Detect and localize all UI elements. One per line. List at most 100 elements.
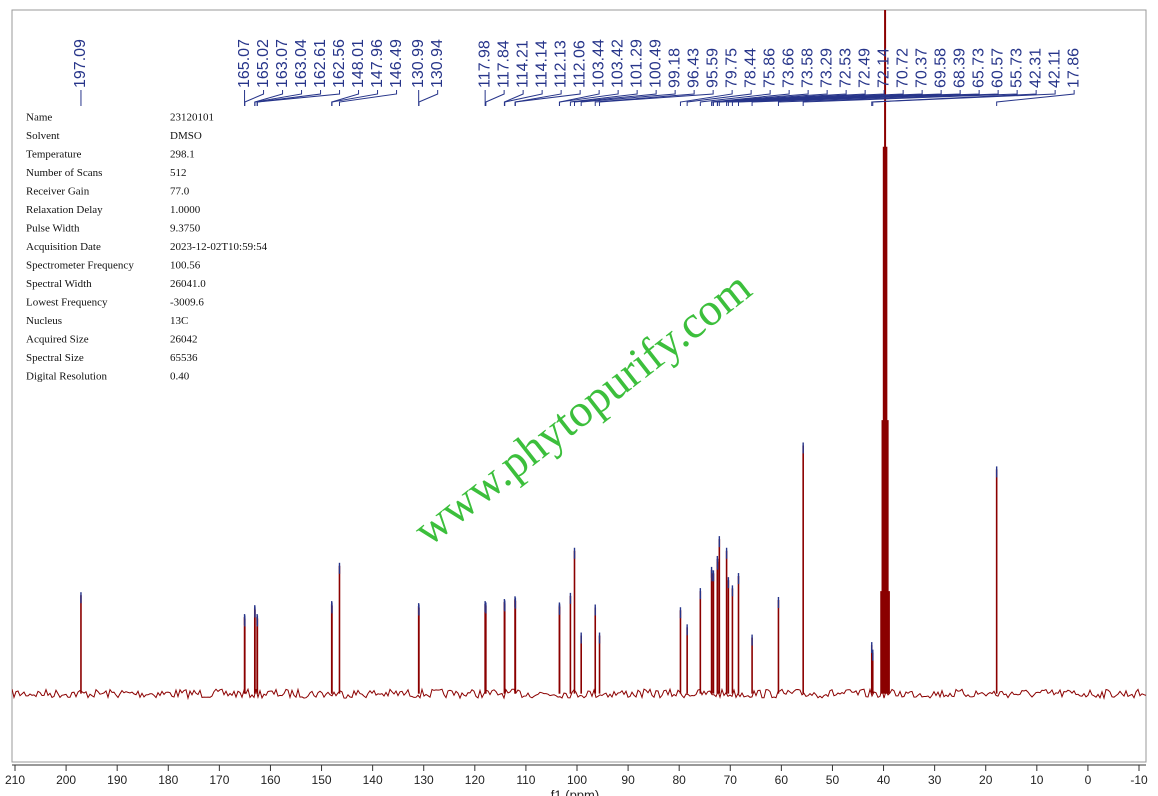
param-name: Nucleus (26, 315, 62, 327)
peak-label: 72.14 (875, 48, 892, 88)
peak-label: 78.44 (742, 48, 759, 88)
label-connector (338, 90, 398, 106)
param-name: Receiver Gain (26, 186, 90, 198)
peak-label: 100.49 (647, 39, 664, 88)
param-value: 2023-12-02T10:59:54 (170, 241, 268, 253)
peak-label: 117.98 (476, 40, 493, 88)
param-name: Acquired Size (26, 334, 89, 346)
param-value: 23120101 (170, 112, 214, 124)
label-connector (711, 90, 809, 106)
peak-label: 79.75 (723, 48, 740, 88)
watermark: www.phytopurify.com (403, 261, 760, 556)
peak-label: 70.72 (894, 48, 911, 88)
param-name: Digital Resolution (26, 371, 107, 383)
peak-label: 148.01 (350, 39, 367, 88)
peak-label: 99.18 (666, 48, 683, 88)
peak-label: 146.49 (388, 39, 405, 88)
param-name: Name (26, 112, 52, 124)
peak-label: 114.21 (514, 40, 531, 88)
param-value: DMSO (170, 130, 202, 142)
label-connector (569, 90, 638, 106)
x-tick-label: 210 (5, 773, 25, 787)
label-connector (254, 90, 303, 106)
param-value: -3009.6 (170, 297, 204, 309)
peak-label: 65.73 (970, 48, 987, 88)
param-name: Relaxation Delay (26, 204, 103, 216)
param-value: 26042 (170, 334, 198, 346)
x-tick-label: 100 (567, 773, 587, 787)
param-name: Number of Scans (26, 167, 102, 179)
peak-label: 130.99 (410, 39, 427, 88)
param-name: Spectrometer Frequency (26, 260, 134, 272)
peak-label: 130.94 (429, 39, 446, 88)
label-connector (712, 90, 828, 106)
peak-label: 165.02 (255, 39, 272, 88)
label-connector (514, 90, 581, 106)
peak-label: 162.56 (331, 39, 348, 88)
label-connector (485, 90, 505, 106)
param-value: 77.0 (170, 186, 190, 198)
x-tick-label: 50 (826, 773, 840, 787)
peak-label: 163.04 (293, 39, 310, 88)
peak-label: 147.96 (369, 39, 386, 88)
label-connector (256, 90, 341, 106)
x-tick-label: 90 (621, 773, 635, 787)
param-value: 0.40 (170, 371, 190, 383)
x-tick-label: 160 (260, 773, 280, 787)
x-tick-label: 200 (56, 773, 76, 787)
peak-label: 60.57 (989, 48, 1006, 88)
x-tick-label: -10 (1130, 773, 1148, 787)
baseline-noise (12, 687, 1146, 701)
x-tick-label: 180 (158, 773, 178, 787)
peak-label: 42.31 (1027, 48, 1044, 88)
label-connector (802, 90, 1018, 106)
label-connector (751, 90, 980, 106)
peak-label: 197.09 (72, 39, 89, 88)
param-name: Acquisition Date (26, 241, 101, 253)
peak-label: 73.58 (799, 48, 816, 88)
label-connector (717, 90, 866, 106)
peak-label: 96.43 (685, 48, 702, 88)
label-connector (504, 90, 543, 106)
param-value: 100.56 (170, 260, 201, 272)
peak-label: 75.86 (761, 48, 778, 88)
label-connector (718, 90, 885, 106)
x-tick-label: 30 (928, 773, 942, 787)
x-tick-label: 40 (877, 773, 891, 787)
label-connector (737, 90, 961, 106)
x-tick-label: 190 (107, 773, 127, 787)
param-name: Lowest Frequency (26, 297, 108, 309)
label-connector (594, 90, 695, 106)
label-connector (679, 90, 733, 106)
peak-label: 117.84 (495, 40, 512, 88)
label-connector (558, 90, 600, 106)
x-tick-label: 10 (1030, 773, 1044, 787)
plot-frame (11, 9, 1147, 763)
param-name: Pulse Width (26, 223, 80, 235)
peak-label: 70.37 (913, 48, 930, 88)
param-value: 26041.0 (170, 278, 206, 290)
x-axis-label: f1 (ppm) (551, 787, 599, 796)
x-tick-label: 170 (209, 773, 229, 787)
param-value: 512 (170, 167, 187, 179)
peak-label: 73.66 (780, 48, 797, 88)
x-tick-label: 70 (724, 773, 738, 787)
plot-area (12, 10, 1146, 701)
peak-label: 72.53 (837, 48, 854, 88)
peak-label: 55.73 (1008, 48, 1025, 88)
label-connector (573, 90, 657, 106)
peak-label: 17.86 (1065, 48, 1082, 88)
peak-label: 68.39 (951, 48, 968, 88)
param-name: Spectral Width (26, 278, 92, 290)
label-connector (777, 90, 999, 106)
peak-label: 42.11 (1046, 49, 1063, 88)
label-connector (244, 90, 265, 106)
peak-label: 73.29 (818, 48, 835, 88)
peak-label: 162.61 (312, 39, 329, 88)
label-connector (559, 90, 619, 106)
x-tick-label: 80 (673, 773, 687, 787)
peak-label: 69.58 (932, 48, 949, 88)
peak-label: 163.07 (274, 39, 291, 88)
x-tick-label: 20 (979, 773, 993, 787)
